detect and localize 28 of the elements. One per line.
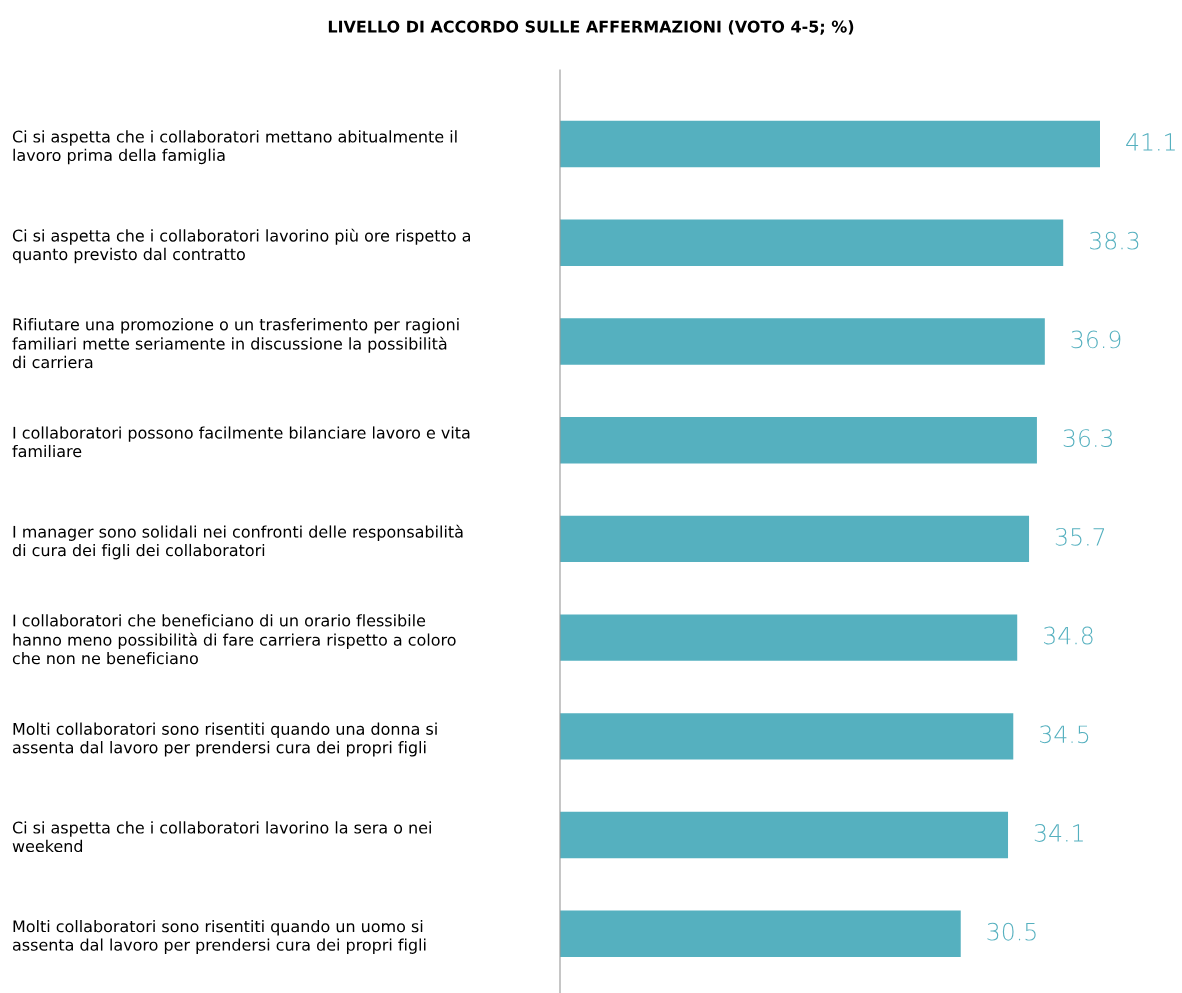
data-label: 30.5 — [987, 922, 1036, 941]
data-label: 34.8 — [1044, 626, 1093, 645]
y-tick-label: Ci si aspetta che i collaboratori mettano abitualmente il lavoro prima della famiglia — [12, 130, 457, 165]
y-tick-label: I manager sono solidali nei confronti delle responsabilità di cura dei figli dei collaboratori — [12, 524, 463, 560]
y-tick-label: Ci si aspetta che i collaboratori lavorino la sera o nei weekend — [12, 821, 431, 853]
data-label: 41.1 — [1126, 133, 1175, 151]
data-label: 38.3 — [1090, 231, 1139, 250]
y-tick-label: I collaboratori che beneficiano di un orario flessibile hanno meno possibilità di fare carriera rispetto a coloro che non ne beneficiano — [12, 614, 456, 665]
bar — [560, 614, 1018, 661]
y-tick-label: Rifiutare una promozione o un trasferimento per ragioni familiari mette seriamente in discussione la possibilità di carriera — [12, 318, 459, 369]
y-tick-label: Molti collaboratori sono risentiti quando un uomo si assenta dal lavoro per prendersi cura dei propri figli — [12, 919, 426, 954]
bar — [560, 120, 1100, 168]
bar — [560, 318, 1045, 365]
bar — [560, 515, 1030, 563]
bar — [560, 811, 1009, 859]
data-label: 36.9 — [1071, 330, 1121, 349]
data-label: 35.7 — [1055, 527, 1105, 546]
data-label: 36.3 — [1063, 429, 1113, 448]
bar — [560, 713, 1014, 760]
data-label: 34.1 — [1034, 824, 1083, 842]
bar — [560, 219, 1064, 266]
data-label: 34.5 — [1040, 725, 1089, 744]
chart-title: LIVELLO DI ACCORDO SULLE AFFERMAZIONI (VOTO 4-5; %) — [328, 20, 854, 35]
bar — [560, 416, 1037, 464]
y-tick-label: Ci si aspetta che i collaboratori lavorino più ore rispetto a quanto previsto dal contratto — [12, 228, 470, 264]
y-tick-label: Molti collaboratori sono risentiti quando una donna si assenta dal lavoro per prendersi cura dei propri figli — [12, 722, 437, 757]
bar — [560, 910, 961, 957]
y-tick-label: I collaboratori possono facilmente bilanciare lavoro e vita familiare — [12, 426, 470, 458]
